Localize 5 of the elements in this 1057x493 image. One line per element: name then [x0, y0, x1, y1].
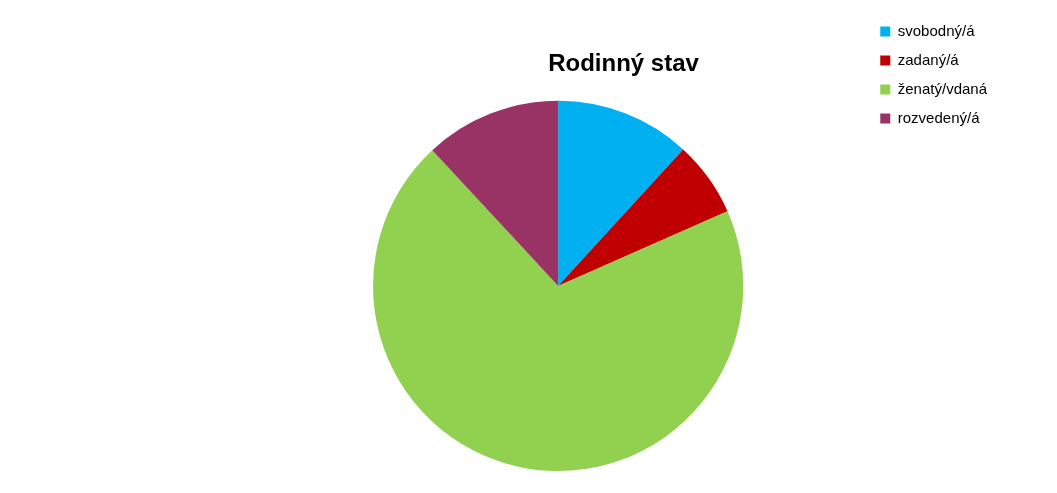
legend-label: zadaný/á: [897, 50, 960, 68]
legend-label: svobodný/á: [897, 21, 976, 39]
legend-label: rozvedený/á: [897, 108, 981, 126]
legend-label: ženatý/vdaná: [897, 79, 988, 97]
text: Rodinný stav: [548, 49, 700, 77]
